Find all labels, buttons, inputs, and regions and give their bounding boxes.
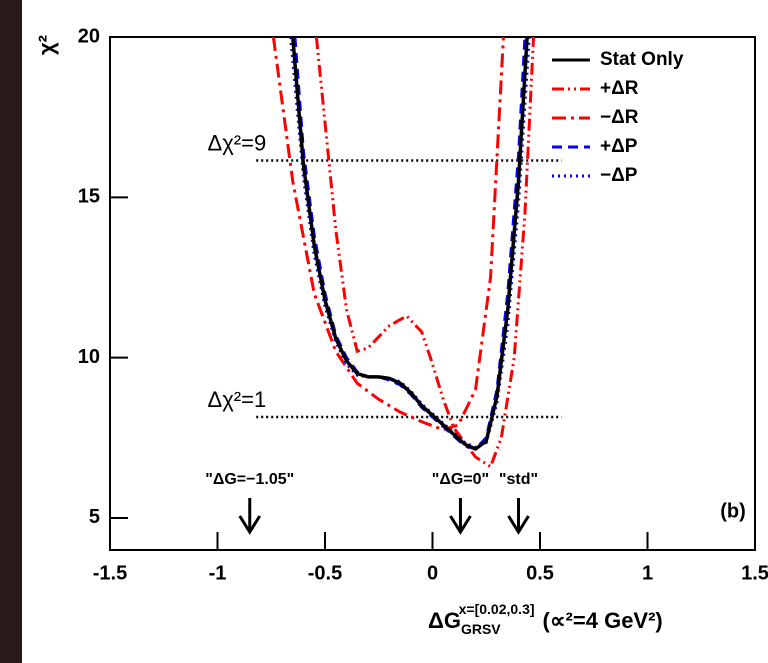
arrow-label: "std" <box>499 471 538 488</box>
panel-label: (b) <box>720 500 746 522</box>
x-axis-label-main: ΔG <box>428 608 461 633</box>
arrow-label: "ΔG=−1.05" <box>205 471 294 488</box>
arrow <box>449 498 472 535</box>
x-tick-label: -1 <box>209 562 227 584</box>
photo-strip <box>0 0 22 663</box>
y-tick-label: 15 <box>78 186 100 208</box>
x-tick-label: 0.5 <box>526 562 554 584</box>
series-line <box>289 37 531 450</box>
y-tick-label: 5 <box>89 506 100 528</box>
legend-label: +ΔP <box>600 136 638 157</box>
x-axis-label-sub: GRSV <box>461 621 501 637</box>
x-axis-label: ΔGGRSV x=[0.02,0.3] (∝²=4 GeV²) <box>428 601 663 637</box>
legend-label: −ΔP <box>600 165 638 186</box>
x-tick-label: -0.5 <box>308 562 342 584</box>
y-tick-label: 10 <box>78 346 100 368</box>
x-tick-label: 0 <box>427 562 438 584</box>
y-axis-label: χ² <box>34 35 59 55</box>
series-line <box>314 37 536 469</box>
arrow <box>238 498 262 535</box>
reference-label: Δχ²=9 <box>208 130 267 155</box>
reference-label: Δχ²=1 <box>208 387 267 412</box>
y-tick-label: 20 <box>78 25 100 47</box>
arrow <box>507 498 530 535</box>
legend-label: Stat Only <box>600 49 684 70</box>
arrow-label: "ΔG=0" <box>432 471 489 488</box>
x-axis-label-rest: (∝²=4 GeV²) <box>543 608 663 633</box>
series-line <box>293 37 527 451</box>
series-line <box>291 37 529 452</box>
x-tick-label: 1 <box>642 562 653 584</box>
legend-label: +ΔR <box>600 78 639 99</box>
series-line <box>271 37 505 432</box>
x-tick-label: 1.5 <box>741 562 768 584</box>
legend-label: −ΔR <box>600 107 639 128</box>
x-axis-label-sup: x=[0.02,0.3] <box>459 601 535 617</box>
x-tick-label: -1.5 <box>93 562 127 584</box>
